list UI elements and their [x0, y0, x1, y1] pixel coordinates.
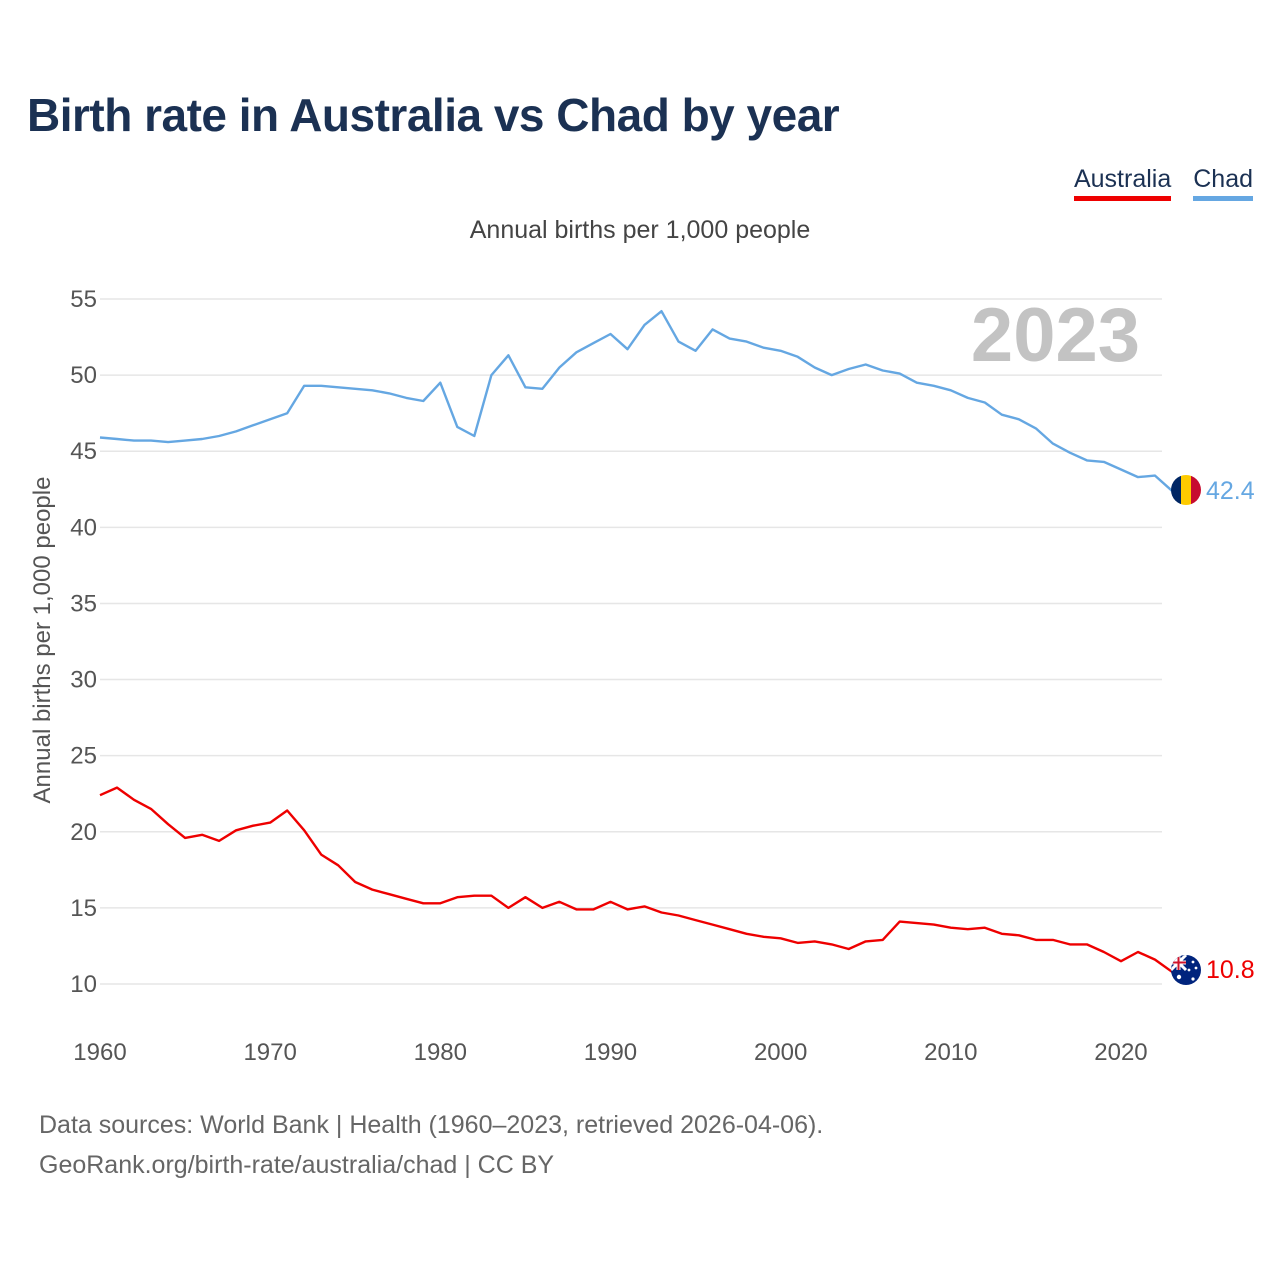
- chart-subtitle: Annual births per 1,000 people: [469, 216, 811, 244]
- y-tick-label: 20: [70, 819, 97, 846]
- source-link[interactable]: GeoRank.org/birth-rate/australia/chad | …: [39, 1151, 555, 1179]
- y-tick-label: 35: [70, 590, 97, 617]
- x-tick-label: 2000: [754, 1039, 807, 1066]
- y-tick-label: 10: [70, 971, 97, 998]
- x-tick-label: 1990: [584, 1039, 637, 1066]
- x-tick-label: 2010: [924, 1039, 977, 1066]
- data-source-note: Data sources: World Bank | Health (1960–…: [39, 1111, 824, 1139]
- legend-item-chad[interactable]: Chad: [1193, 165, 1253, 201]
- y-axis-label: Annual births per 1,000 people: [29, 477, 56, 804]
- x-tick-label: 1960: [73, 1039, 126, 1066]
- y-tick-label: 55: [70, 286, 97, 313]
- legend-item-australia[interactable]: Australia: [1073, 165, 1172, 201]
- x-tick-label: 1980: [414, 1039, 467, 1066]
- x-axis-ticks: 1960 1970 1980 1990 2000 2010 2020: [73, 1039, 1147, 1066]
- y-tick-label: 45: [70, 438, 97, 465]
- y-tick-label: 15: [70, 895, 97, 922]
- end-markers: 42.4 10.8: [1171, 475, 1255, 985]
- series-line-australia[interactable]: [99, 786, 1173, 973]
- y-tick-label: 40: [70, 514, 97, 541]
- current-year-label: 2023: [971, 293, 1140, 378]
- x-tick-label: 1970: [243, 1039, 296, 1066]
- footer: Data sources: World Bank | Health (1960–…: [39, 1105, 823, 1185]
- y-tick-label: 25: [70, 743, 97, 770]
- series-line-chad[interactable]: [99, 310, 1173, 492]
- y-tick-label: 30: [70, 667, 97, 694]
- grid-lines: [100, 298, 1162, 985]
- chart-title: Birth rate in Australia vs Chad by year: [27, 89, 840, 141]
- y-axis-ticks: 10 15 20 25 30 35 40 45 50 55: [70, 286, 97, 998]
- line-chart: 10 15 20 25 30 35 40 45 50 55 1960 1970 1980 1990 200…: [29, 286, 1255, 1066]
- chad-end-value: 42.4: [1206, 477, 1255, 505]
- australia-end-value: 10.8: [1206, 956, 1255, 984]
- legend: Australia Chad: [1073, 165, 1253, 201]
- chad-flag-icon[interactable]: [1171, 475, 1201, 505]
- x-tick-label: 2020: [1094, 1039, 1147, 1066]
- series-lines: [99, 310, 1173, 973]
- y-tick-label: 50: [70, 362, 97, 389]
- australia-flag-icon[interactable]: [1171, 955, 1201, 985]
